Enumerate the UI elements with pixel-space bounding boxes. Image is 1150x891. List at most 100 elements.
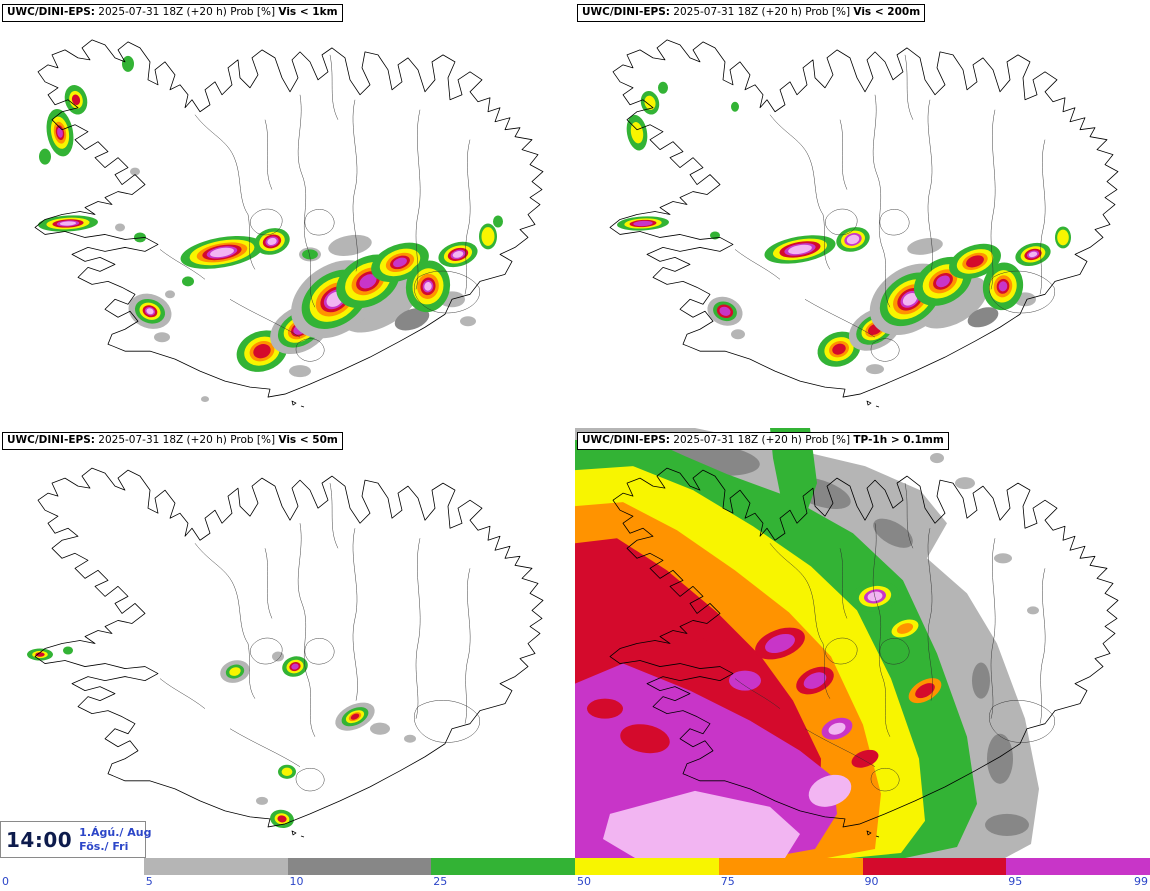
prob-blob-gray1 [289,365,311,378]
prob-blob-pink [788,244,812,255]
prob-blob-gray1 [866,364,884,375]
prob-blob-gray2 [985,813,1029,836]
prob-blob-gray1 [930,453,944,464]
prob-blob-pink [828,722,846,735]
colorbar-segment [575,858,719,875]
iceland-map [0,0,575,428]
colorbar-segment [0,858,144,875]
model-name: UWC/DINI-EPS: [7,434,95,446]
prob-blob-gray1 [272,651,284,662]
prob-blob-red [620,724,670,754]
prob-blob-green [134,232,146,243]
colorbar [0,858,1150,875]
threshold-label: Vis < 50m [278,434,338,446]
prob-blob-red [71,94,81,106]
colorbar-tick-label: 50 [577,875,591,888]
prob-blob-gray2 [394,308,430,331]
prob-blob-red [35,652,45,657]
prob-blob-pink [146,308,154,315]
model-name: UWC/DINI-EPS: [582,434,670,446]
prob-blob-red [350,713,360,720]
prob-blob-magenta [803,672,827,689]
panel-grid: UWC/DINI-EPS: 2025-07-31 18Z (+20 h) Pro… [0,0,1150,858]
colorbar-segment [143,858,288,875]
prob-blob-yellow [644,95,656,110]
prob-blob-magenta [729,670,761,691]
prob-blob-red [832,343,846,355]
threshold-label: Vis < 200m [853,6,921,18]
prob-blob-gray1 [460,316,476,327]
prob-blob-gray1 [201,396,209,403]
prob-blob-gray1 [256,796,268,805]
prob-blob-gray1 [130,167,140,176]
prob-blob-pink [210,247,234,258]
colorbar-tick-label: 99 [1134,875,1148,888]
colorbar-segment [431,858,575,875]
prob-blob-green [493,215,503,228]
prob-blob-pink [808,774,852,807]
prob-blob-green [302,249,318,260]
prob-blob-green [182,276,194,287]
prob-blob-pink [902,292,918,306]
prob-blob-gray1 [994,553,1012,564]
iceland-map [0,428,575,858]
iceland-map [575,428,1150,858]
prob-blob-gray1 [907,237,943,255]
colorbar-tick-label: 5 [145,875,153,888]
prob-blob-gray1 [154,332,170,343]
prob-blob-gray1 [1027,606,1039,615]
run-info: 2025-07-31 18Z (+20 h) Prob [%] [94,6,279,18]
valid-date-weekday: Fös./ Fri [79,839,129,853]
prob-blob-pink [1028,251,1038,258]
prob-blob-green [122,55,134,72]
panel-title: UWC/DINI-EPS: 2025-07-31 18Z (+20 h) Pro… [2,4,343,22]
prob-blob-green [63,646,73,655]
prob-patch-green [770,428,817,524]
prob-blob-magenta [359,274,377,289]
model-name: UWC/DINI-EPS: [7,6,95,18]
panel-vis-200m: UWC/DINI-EPS: 2025-07-31 18Z (+20 h) Pro… [575,0,1150,428]
colorbar-segment [287,858,432,875]
prob-blob-yellow [281,767,293,777]
prob-blob-red [253,344,271,359]
prob-blob-gray1 [731,329,745,340]
colorbar-tick-label: 75 [720,875,735,888]
colorbar-segment [718,858,863,875]
prob-blob-red [701,624,729,643]
prob-blob-gray2 [987,733,1013,784]
prob-blob-magenta [393,257,407,268]
iceland-map [575,0,1150,428]
threshold-label: Vis < 1km [278,6,338,18]
panel-vis-1km: UWC/DINI-EPS: 2025-07-31 18Z (+20 h) Pro… [0,0,575,428]
colorbar-segment [862,858,1007,875]
prob-blob-magenta [936,275,950,288]
prob-blob-gray1 [165,290,175,299]
colorbar-strip: 0 5 10 25 50 75 90 95 99 [0,858,1150,891]
prob-blob-red [915,683,935,699]
colorbar-segment [1006,858,1150,875]
prob-blob-yellow [630,122,644,144]
panel-tp-1h: UWC/DINI-EPS: 2025-07-31 18Z (+20 h) Pro… [575,428,1150,858]
panel-title: UWC/DINI-EPS: 2025-07-31 18Z (+20 h) Pro… [577,432,949,450]
prob-blob-green [658,81,668,94]
colorbar-tick-label: 0 [2,875,9,888]
valid-time-box: 14:00 1.Ágú./ Aug Fös./ Fri [0,821,151,858]
prob-blob-gray2 [972,662,990,699]
run-info: 2025-07-31 18Z (+20 h) Prob [%] [669,434,854,446]
panel-title: UWC/DINI-EPS: 2025-07-31 18Z (+20 h) Pro… [2,432,343,450]
panel-title: UWC/DINI-EPS: 2025-07-31 18Z (+20 h) Pro… [577,4,926,22]
prob-blob-red [587,698,623,719]
valid-date: 1.Ágú./ Aug Fös./ Fri [79,826,151,852]
prob-blob-pink [424,281,432,291]
prob-blob-pink [452,251,464,258]
model-name: UWC/DINI-EPS: [582,6,670,18]
prob-patch-pink [603,790,800,858]
valid-time: 14:00 [6,827,73,852]
run-info: 2025-07-31 18Z (+20 h) Prob [%] [669,6,854,18]
prob-blob-orange [896,623,914,634]
prob-blob-yellow [1057,229,1069,246]
prob-blob-gray1 [955,477,975,490]
colorbar-tick-label: 90 [864,875,879,888]
prob-blob-green [39,148,51,165]
